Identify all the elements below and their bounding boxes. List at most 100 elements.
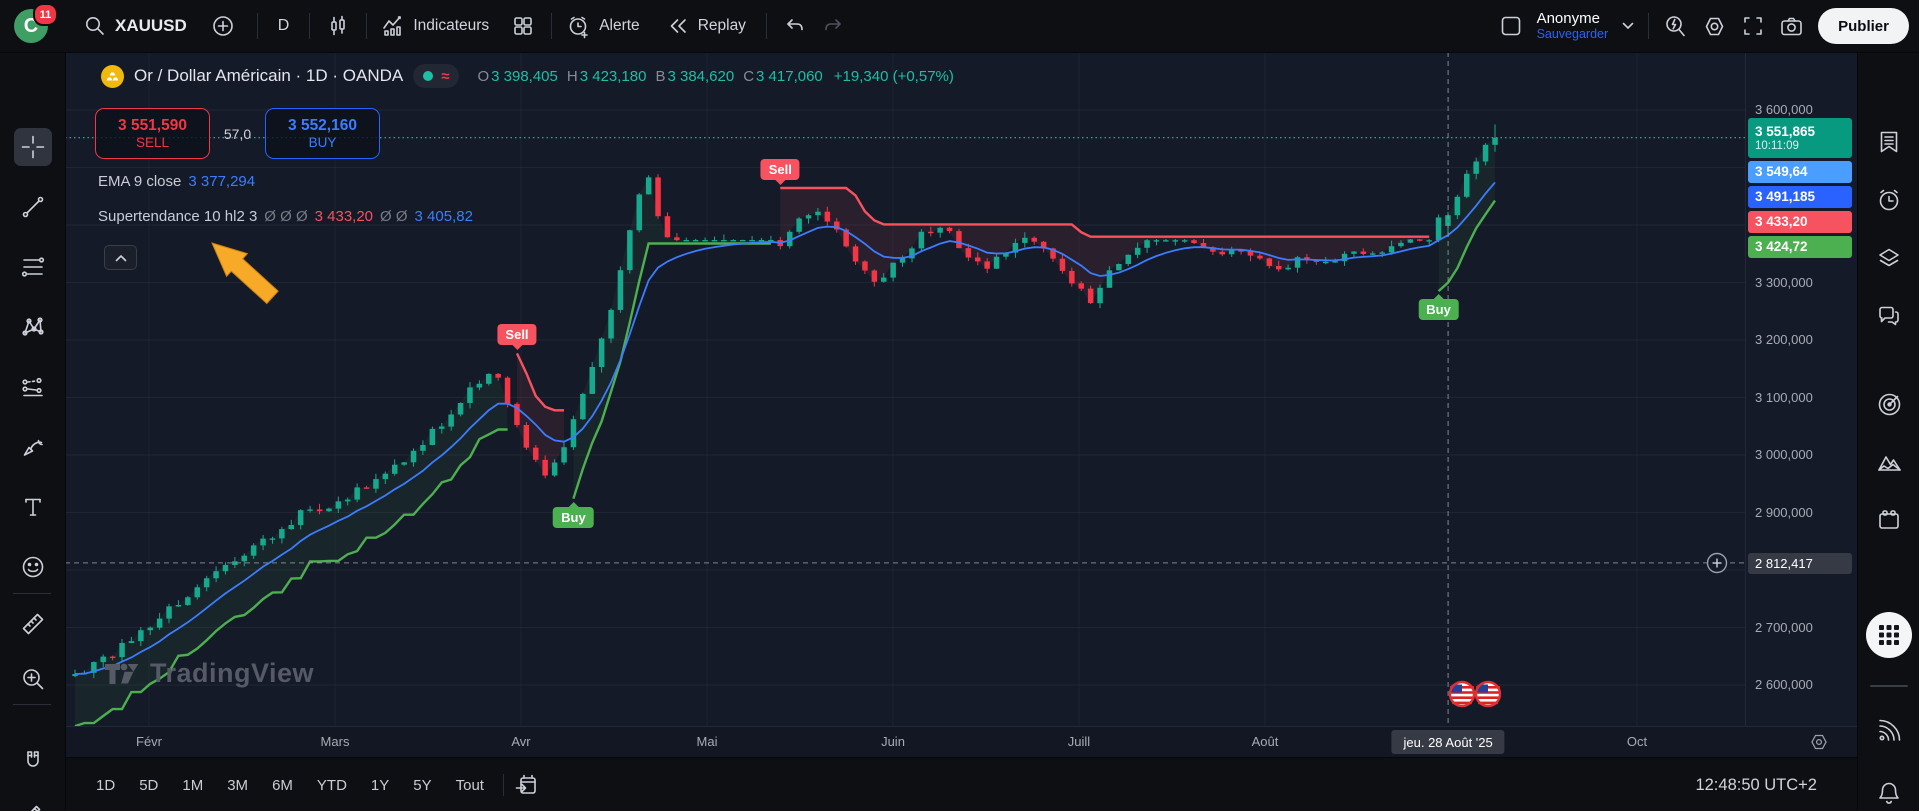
chart-pane[interactable] xyxy=(65,52,1745,726)
price-scale[interactable]: 2 812,417 3 600,000 3 300,000 3 200,000 3 1… xyxy=(1745,52,1858,726)
interval-button[interactable]: D xyxy=(277,17,290,34)
layers-icon xyxy=(1879,248,1899,267)
symbol-search-button[interactable]: XAUUSD xyxy=(84,15,187,37)
plus-circle-icon xyxy=(212,16,233,36)
month-label[interactable]: Mars xyxy=(320,734,350,749)
save-layout-link[interactable]: Sauvegarder xyxy=(1536,27,1609,42)
crosshair-date-label: jeu. 28 Août '25 xyxy=(1391,730,1505,754)
supertrend-sell-marker[interactable]: Sell xyxy=(497,324,537,346)
supertrend-name[interactable]: Supertendance 10 hl2 3 xyxy=(98,208,258,225)
pattern-tool[interactable] xyxy=(14,308,52,346)
supertrend-legend-row[interactable]: Supertendance 10 hl2 3 Ø Ø Ø 3 433,20 Ø … xyxy=(98,208,473,225)
range-button-1d[interactable]: 1D xyxy=(96,776,116,794)
month-label[interactable]: Juill xyxy=(1067,734,1091,749)
range-button-1y[interactable]: 1Y xyxy=(370,776,390,794)
alert-clock-icon xyxy=(569,16,588,38)
alert-button[interactable]: Alerte xyxy=(566,14,640,39)
buy-label: BUY xyxy=(308,134,337,150)
redo-button[interactable] xyxy=(821,14,845,38)
emoji-tool[interactable] xyxy=(14,548,52,586)
month-label[interactable]: Févr xyxy=(136,734,162,749)
user-menu-button[interactable]: C 11 xyxy=(12,3,58,46)
price-scale-label: 2 600,000 xyxy=(1755,677,1813,692)
supertrend-buy-marker[interactable]: Buy xyxy=(1418,299,1459,321)
chat-bubbles-icon xyxy=(1879,306,1899,326)
chat-button[interactable] xyxy=(1869,296,1909,336)
month-label[interactable]: Avr xyxy=(511,734,531,749)
annotation-arrow[interactable] xyxy=(208,239,290,315)
us-flag-icon xyxy=(1448,680,1476,708)
camera-icon[interactable] xyxy=(1779,14,1804,39)
fib-retracement-tool[interactable] xyxy=(14,248,52,286)
candlestick-chart[interactable] xyxy=(65,52,1745,726)
news-feed-button[interactable] xyxy=(1869,710,1909,750)
clock-timezone[interactable]: 12:48:50 UTC+2 xyxy=(1695,775,1817,794)
month-label[interactable]: Oct xyxy=(1626,734,1648,749)
chart-style-button[interactable] xyxy=(326,14,350,38)
range-button-3m[interactable]: 3M xyxy=(227,776,249,794)
range-button-ytd[interactable]: YTD xyxy=(316,776,347,794)
brush-tool[interactable] xyxy=(14,428,52,466)
notifications-button[interactable] xyxy=(1869,773,1909,811)
sell-button[interactable]: 3 551,590 SELL xyxy=(95,108,210,159)
ruler-icon xyxy=(22,613,43,635)
replay-button[interactable]: Replay xyxy=(666,14,746,38)
range-button-5y[interactable]: 5Y xyxy=(413,776,432,794)
watchlist-button[interactable] xyxy=(1869,122,1909,162)
time-axis[interactable]: jeu. 28 Août '25 Févr Mars Avr Mai Juin Juill… xyxy=(65,726,1857,758)
zoom-in-icon xyxy=(22,669,43,690)
ideas-button[interactable] xyxy=(1869,442,1909,482)
replay-label: Replay xyxy=(697,17,746,34)
magnet-tool[interactable] xyxy=(14,742,52,780)
fullscreen-icon[interactable] xyxy=(1741,14,1765,38)
prediction-tool[interactable] xyxy=(14,368,52,406)
indicators-button[interactable]: Indicateurs xyxy=(381,14,489,38)
range-button-5d[interactable]: 5D xyxy=(139,776,159,794)
publish-button[interactable]: Publier xyxy=(1818,8,1909,44)
axis-settings-icon[interactable] xyxy=(1809,732,1829,752)
quick-search-icon[interactable] xyxy=(1663,14,1688,39)
layout-name-block[interactable]: Anonyme Sauvegarder xyxy=(1537,10,1609,42)
chevron-down-icon[interactable] xyxy=(1622,22,1634,30)
text-tool[interactable] xyxy=(14,488,52,526)
trend-line-tool[interactable] xyxy=(14,188,52,226)
zoom-in-tool[interactable] xyxy=(14,660,52,698)
undo-button[interactable] xyxy=(783,14,807,38)
range-button-1m[interactable]: 1M xyxy=(182,776,204,794)
supertrend-sell-marker[interactable]: Sell xyxy=(760,159,800,180)
price-label-box: 3 424,72 xyxy=(1748,235,1852,258)
layout-select-icon[interactable] xyxy=(1499,14,1523,38)
month-label[interactable]: Août xyxy=(1251,734,1279,749)
search-icon xyxy=(86,17,104,35)
range-button-tout[interactable]: Tout xyxy=(455,776,484,794)
legend-collapse-button[interactable] xyxy=(104,245,137,270)
apps-grid-button[interactable] xyxy=(1866,612,1912,658)
economic-event-flags-icon[interactable] xyxy=(1448,679,1502,709)
divider xyxy=(551,13,553,39)
symbol-title[interactable]: Or / Dollar Américain · 1D · OANDA xyxy=(134,66,404,85)
crosshair-tool[interactable] xyxy=(13,128,52,166)
lock-drawings-tool[interactable] xyxy=(14,795,52,811)
low-value: 3 384,620 xyxy=(667,67,735,85)
calendar-button[interactable] xyxy=(1869,500,1909,540)
buy-button[interactable]: 3 552,160 BUY xyxy=(265,108,380,159)
supertrend-buy-marker[interactable]: Buy xyxy=(553,506,594,528)
low-label: B xyxy=(655,67,666,85)
ruler-tool[interactable] xyxy=(14,605,52,643)
layout-templates-button[interactable] xyxy=(511,14,535,38)
month-label[interactable]: Mai xyxy=(696,734,718,749)
range-button-6m[interactable]: 6M xyxy=(272,776,293,794)
price-scale-label: 2 900,000 xyxy=(1755,504,1813,520)
alerts-panel-button[interactable] xyxy=(1869,180,1909,220)
ema-name[interactable]: EMA 9 close xyxy=(98,173,182,190)
go-to-date-icon[interactable] xyxy=(514,773,539,798)
month-label[interactable]: Juin xyxy=(881,734,905,749)
add-alert-plus-icon[interactable] xyxy=(1706,552,1728,574)
object-tree-button[interactable] xyxy=(1869,238,1909,278)
market-status-pill[interactable]: ≈ xyxy=(413,64,460,88)
radar-icon xyxy=(1878,393,1900,415)
settings-icon[interactable] xyxy=(1702,14,1727,39)
add-symbol-button[interactable] xyxy=(211,14,235,38)
ema-legend-row[interactable]: EMA 9 close 3 377,294 xyxy=(98,173,255,190)
